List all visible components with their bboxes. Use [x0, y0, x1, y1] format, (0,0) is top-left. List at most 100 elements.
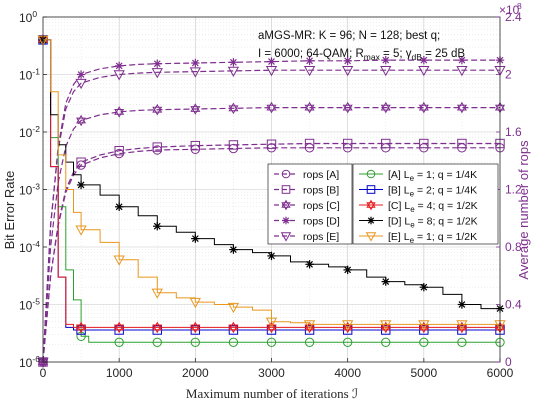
rops-point — [113, 70, 125, 81]
legend-label-part: = 8; q = 1/2K — [415, 215, 478, 227]
ber-point — [190, 337, 201, 348]
rops-point — [342, 101, 353, 114]
legend-ber-item: [D] Le = 8; q = 1/2K — [359, 215, 478, 229]
legend-ber-item: [C] Le = 4; q = 1/2K — [359, 199, 478, 214]
rops-point — [457, 55, 467, 65]
legend-label-part: [D] L — [388, 215, 410, 227]
rops-point — [189, 67, 201, 78]
rops-point — [228, 140, 239, 150]
rops-point — [114, 106, 125, 118]
legend-marker — [281, 199, 291, 211]
legend-label-part: = 1; q = 1/2K — [414, 231, 477, 243]
ber-point — [381, 337, 391, 348]
y-right-tick-label: 1.2 — [505, 183, 522, 197]
y-right-tick-label: 1.6 — [505, 125, 522, 139]
rops-point — [229, 58, 238, 67]
ber-point — [303, 320, 316, 331]
rops-point — [457, 138, 467, 149]
y-left-tick-exp: -1 — [32, 67, 40, 77]
ber-point — [152, 337, 162, 348]
ber-point — [419, 282, 429, 292]
legend-ber-label: [D] Le = 8; q = 1/2K — [388, 215, 478, 229]
rops-point — [76, 70, 86, 79]
rops-point — [76, 114, 87, 127]
y-right-tick-label: 0.4 — [505, 298, 522, 312]
ber-line — [43, 39, 500, 328]
legend-label-part: = 1; q = 1/4K — [414, 169, 477, 181]
rops-series-group — [37, 55, 506, 369]
rops-point — [456, 101, 467, 114]
rops-point — [305, 56, 314, 66]
annotation-line-2: I = 6000; 64-QAM; Rmax = 5; γdB = 25 dB — [258, 48, 465, 62]
legend-marker — [366, 185, 376, 194]
ber-point — [456, 320, 468, 331]
legend-label-sub: e — [410, 205, 415, 214]
annotation-line-2-part-3: dB — [412, 52, 423, 62]
ber-point — [151, 288, 163, 299]
legend-ber-label: [A] Le = 1; q = 1/4K — [388, 169, 477, 183]
rops-point — [228, 102, 239, 115]
rops-point — [153, 59, 162, 68]
legend-label-part: = 2; q = 1/4K — [414, 184, 477, 196]
rops-point — [152, 103, 163, 116]
ber-point — [153, 222, 162, 231]
ber-line — [43, 39, 500, 310]
ber-point — [419, 337, 429, 348]
y-left-tick-label: 100 — [19, 9, 37, 25]
ber-point — [418, 320, 430, 331]
annotation-line-2-part-1: max — [364, 52, 381, 62]
rops-point — [380, 65, 392, 77]
ber-point — [114, 337, 124, 348]
ber-point — [304, 337, 315, 348]
rops-point — [114, 61, 124, 71]
ber-point — [343, 265, 352, 275]
legend-label-part: [B] L — [388, 184, 410, 196]
ber-point — [229, 245, 238, 254]
ber-point — [305, 260, 314, 269]
ber-point — [114, 321, 125, 334]
legend-marker — [367, 216, 375, 225]
legend-ber-label: [B] Le = 2; q = 1/4K — [388, 184, 477, 198]
y-left-tick-label: 10-2 — [19, 124, 40, 140]
rops-point — [419, 138, 429, 149]
y-left-tick-base: 10 — [19, 126, 33, 140]
legend-ber-item: [B] Le = 2; q = 1/4K — [359, 184, 477, 198]
rops-line — [42, 69, 500, 363]
legend-marker — [281, 169, 291, 179]
ber-point — [457, 337, 467, 348]
ber-point — [75, 225, 87, 236]
ber-point — [228, 321, 239, 334]
y-left-tick-label: 10-3 — [19, 182, 40, 198]
y-left-tick-base: 10 — [19, 184, 33, 198]
y-left-tick-base: 10 — [19, 241, 33, 255]
ber-point — [342, 320, 354, 331]
x-tick-label: 5000 — [410, 366, 437, 380]
ber-point — [342, 337, 353, 348]
ber-point — [266, 321, 277, 334]
y-left-tick-exp: -4 — [32, 239, 40, 249]
annotation-line-2-part-0: I = 6000; 64-QAM; R — [258, 48, 364, 60]
ber-point — [113, 255, 125, 266]
right-axis-multiplier: ×10 8 — [499, 1, 522, 17]
rops-point — [304, 101, 315, 114]
axes-ticks: 0 1000 2000 3000 4000 5000 600010010-110-210-3… — [19, 9, 522, 380]
right-axis-multiplier-base: ×10 — [499, 3, 520, 17]
rops-point — [456, 65, 468, 77]
legend-label-part: [A] L — [388, 169, 410, 181]
ber-point — [191, 234, 200, 243]
legend-ber-label: [C] Le = 4; q = 1/2K — [388, 200, 478, 214]
y-left-tick-exp: -2 — [32, 124, 40, 134]
rops-point — [418, 65, 430, 77]
x-tick-label: 4000 — [334, 366, 361, 380]
legend-label-part: = 4; q = 1/2K — [415, 200, 478, 212]
x-axis-label: Maximum number of iterations ℐ — [186, 386, 358, 401]
rops-point — [380, 101, 391, 114]
y-left-tick-exp: -5 — [32, 297, 40, 307]
y-right-tick-label: 2 — [505, 68, 512, 82]
legend-marker — [282, 216, 290, 225]
rops-point — [265, 65, 278, 77]
legend-label-part: [C] L — [388, 200, 410, 212]
rops-point — [381, 55, 390, 65]
legend-rops-item: rops [A] — [274, 169, 339, 181]
